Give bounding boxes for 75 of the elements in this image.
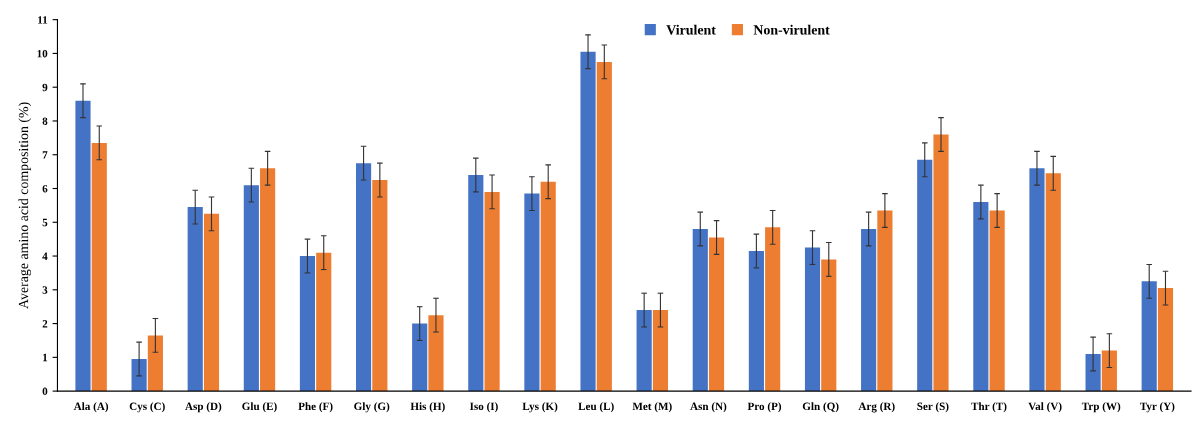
x-tick-label: Thr (T) bbox=[971, 402, 1007, 413]
x-tick-label: Ser (S) bbox=[917, 402, 949, 413]
bar bbox=[91, 142, 107, 392]
bar bbox=[1141, 281, 1157, 392]
y-axis-title: Average amino acid composition (%) bbox=[18, 102, 32, 309]
bar bbox=[596, 61, 612, 392]
legend-label: Non-virulent bbox=[753, 24, 830, 35]
x-tick-label: Phe (F) bbox=[298, 402, 333, 413]
x-tick-label: Gln (Q) bbox=[802, 402, 839, 413]
bar bbox=[299, 256, 316, 392]
y-tick-label: 11 bbox=[38, 16, 48, 24]
x-tick-label: Leu (L) bbox=[578, 402, 614, 413]
bar bbox=[1029, 168, 1045, 392]
bar bbox=[748, 250, 764, 392]
x-tick-label: Val (V) bbox=[1028, 402, 1062, 413]
bar bbox=[580, 51, 596, 392]
bar bbox=[989, 210, 1005, 392]
x-tick-label: Cys (C) bbox=[129, 402, 165, 413]
bar bbox=[372, 180, 388, 392]
bar bbox=[877, 210, 893, 392]
bar bbox=[708, 237, 725, 392]
x-tick-label: Arg (R) bbox=[858, 402, 895, 413]
bar bbox=[260, 168, 276, 392]
x-tick-label: Ala (A) bbox=[73, 402, 109, 413]
y-tick-label: 2 bbox=[42, 320, 48, 328]
bar bbox=[652, 310, 669, 392]
x-tick-label: Asn (N) bbox=[690, 402, 727, 413]
bar bbox=[861, 229, 877, 392]
y-tick-label: 7 bbox=[42, 151, 48, 159]
x-tick-label: Lys (K) bbox=[522, 402, 558, 413]
bar bbox=[412, 323, 428, 392]
bar bbox=[933, 134, 949, 392]
y-tick-label: 1 bbox=[43, 353, 48, 362]
bar bbox=[765, 227, 781, 392]
y-tick-label: 9 bbox=[42, 83, 48, 92]
bar bbox=[428, 315, 444, 392]
bar bbox=[692, 229, 708, 392]
bar bbox=[917, 159, 933, 392]
y-tick-label: 6 bbox=[42, 185, 48, 193]
y-tick-label: 3 bbox=[42, 286, 48, 294]
x-tick-label: Trp (W) bbox=[1081, 402, 1121, 413]
bar bbox=[356, 163, 372, 392]
y-tick-label: 5 bbox=[42, 218, 48, 227]
bar bbox=[187, 207, 203, 392]
bar bbox=[973, 202, 989, 392]
bar bbox=[316, 252, 332, 392]
y-tick-label: 4 bbox=[42, 252, 48, 260]
x-tick-label: Glu (E) bbox=[242, 402, 277, 413]
bar bbox=[468, 175, 484, 392]
y-tick-label: 10 bbox=[37, 49, 48, 58]
bar bbox=[804, 247, 821, 392]
x-tick-label: Gly (G) bbox=[354, 402, 390, 413]
x-tick-label: Tyr (Y) bbox=[1139, 402, 1175, 413]
x-tick-label: Iso (I) bbox=[469, 402, 498, 413]
bar bbox=[524, 193, 540, 392]
bar bbox=[243, 185, 259, 392]
bar bbox=[1157, 288, 1174, 392]
x-tick-label: Met (M) bbox=[632, 402, 672, 413]
bar bbox=[540, 181, 556, 392]
bar bbox=[147, 335, 163, 392]
bar bbox=[821, 259, 837, 392]
bar bbox=[1101, 350, 1117, 392]
bar bbox=[75, 100, 91, 392]
x-tick-label: Pro (P) bbox=[747, 402, 782, 413]
bar bbox=[484, 191, 500, 392]
y-tick-label: 0 bbox=[42, 387, 48, 396]
bar bbox=[203, 213, 220, 392]
bar bbox=[1085, 353, 1101, 392]
bar bbox=[1045, 173, 1061, 392]
x-tick-label: His (H) bbox=[410, 402, 445, 413]
x-tick-label: Asp (D) bbox=[185, 402, 222, 413]
y-tick-label: 8 bbox=[42, 117, 48, 125]
bar bbox=[636, 310, 652, 392]
bar bbox=[131, 359, 147, 392]
legend-label: Virulent bbox=[666, 24, 716, 35]
